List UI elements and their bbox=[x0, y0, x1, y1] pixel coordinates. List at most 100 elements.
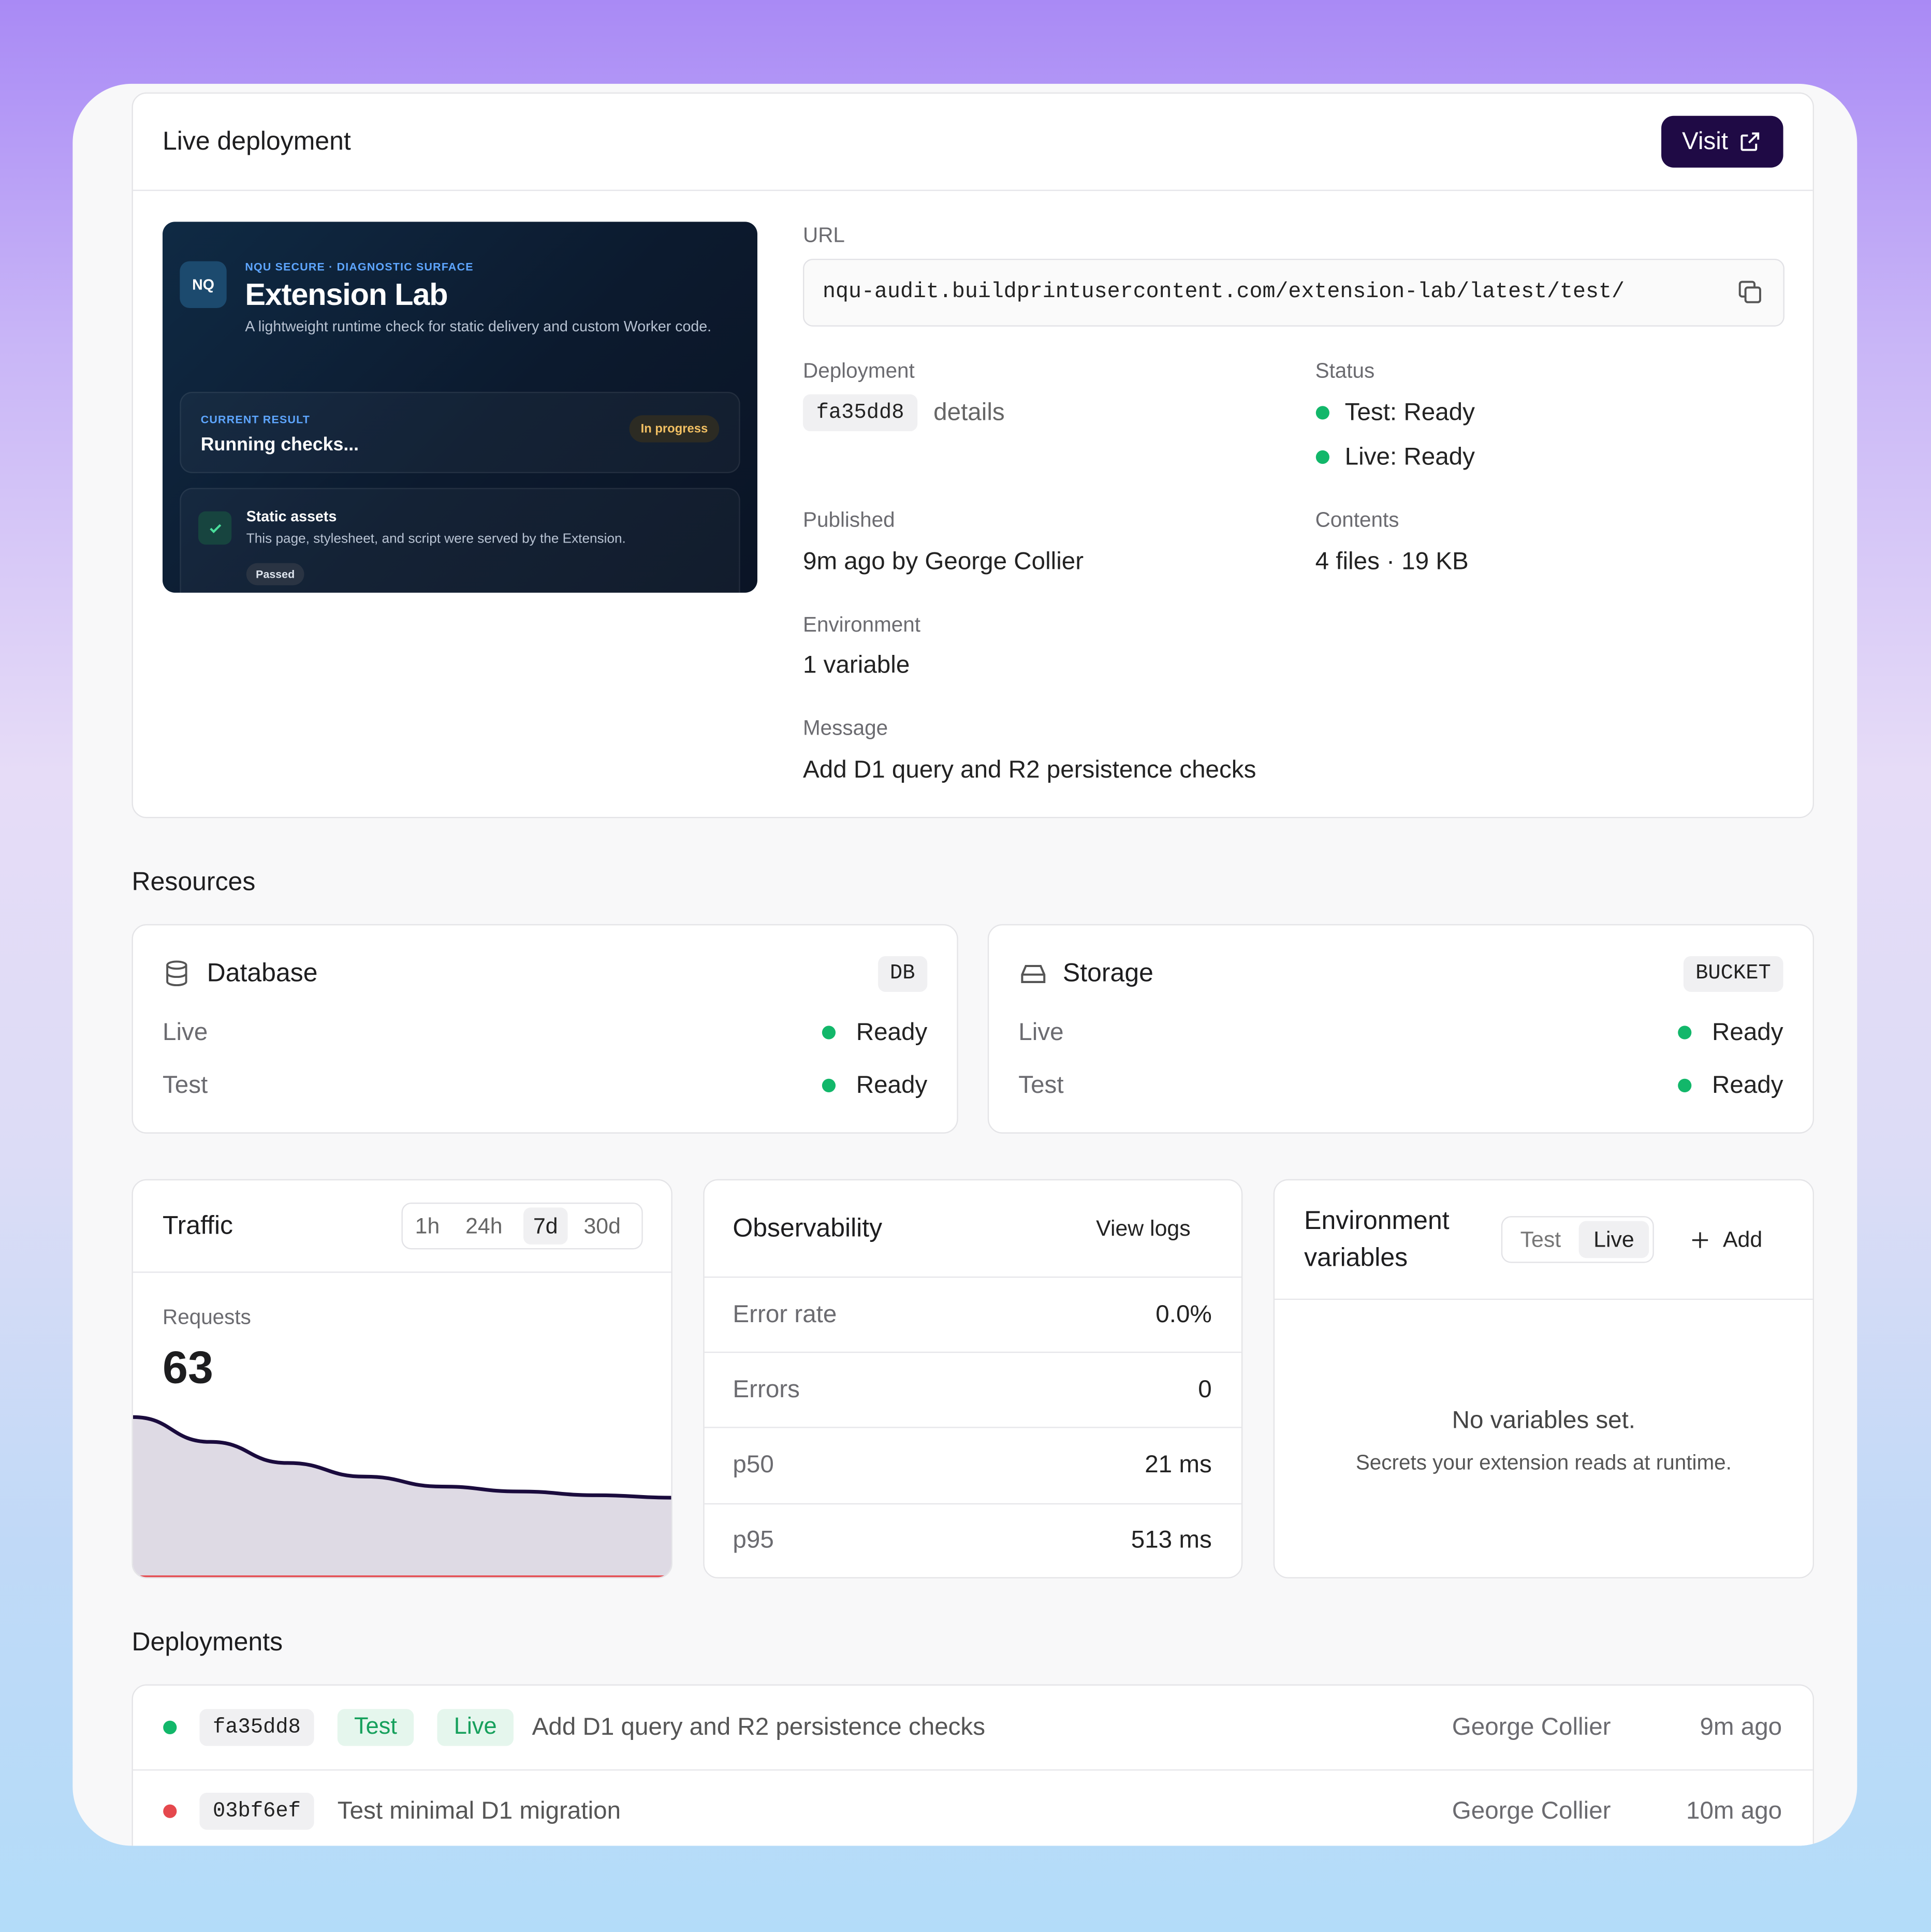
logo: NQ bbox=[180, 261, 227, 309]
status-dot bbox=[1678, 1078, 1692, 1092]
preview-title: Extension Lab bbox=[245, 277, 448, 313]
divider bbox=[704, 1276, 1241, 1278]
check-title: Static assets bbox=[246, 507, 337, 525]
field-label: Message bbox=[802, 716, 888, 740]
result-badge: In progress bbox=[629, 415, 720, 443]
card-title: Environment bbox=[1304, 1207, 1450, 1236]
status-text: Ready bbox=[1712, 1019, 1783, 1046]
card-title: variables bbox=[1304, 1243, 1408, 1272]
range-option[interactable]: 1h bbox=[415, 1213, 440, 1238]
panel: Live deployment Visit NQ NQU SECURE · DI… bbox=[72, 83, 1857, 1846]
field-label: Environment bbox=[802, 613, 921, 637]
preview-thumbnail[interactable]: NQ NQU SECURE · DIAGNOSTIC SURFACE Exten… bbox=[163, 222, 757, 593]
status-dot bbox=[163, 1720, 177, 1734]
resource-name: Storage bbox=[1062, 959, 1153, 988]
view-logs-button[interactable]: View logs bbox=[1096, 1216, 1191, 1241]
divider bbox=[704, 1352, 1241, 1353]
storage-icon bbox=[1021, 964, 1046, 983]
url-field[interactable] bbox=[802, 258, 1784, 327]
url: nqu-audit.buildprintusercontent.com/exte… bbox=[823, 280, 1625, 305]
range-option[interactable]: 30d bbox=[583, 1213, 621, 1238]
field-label: Deployment bbox=[802, 359, 915, 383]
details-link[interactable]: details bbox=[933, 399, 1005, 427]
result-label: CURRENT RESULT bbox=[200, 413, 311, 426]
empty-title: No variables set. bbox=[1452, 1407, 1636, 1435]
env-tag: Live bbox=[437, 1709, 514, 1746]
status-dot bbox=[1315, 406, 1329, 420]
section-title: Resources bbox=[131, 868, 256, 897]
traffic-card bbox=[131, 1179, 672, 1578]
commit-chip: fa35dd8 bbox=[802, 394, 918, 432]
resource-card bbox=[987, 924, 1815, 1134]
env-card bbox=[1273, 1179, 1815, 1578]
divider bbox=[133, 1271, 671, 1273]
panel-content: Live deployment Visit NQ NQU SECURE · DI… bbox=[72, 84, 1857, 1846]
env-label: Test bbox=[163, 1072, 208, 1100]
field-label: URL bbox=[802, 223, 845, 247]
card-title: Live deployment bbox=[163, 127, 351, 156]
field-value: 9m ago by George Collier bbox=[802, 548, 1084, 576]
status-text: Ready bbox=[856, 1019, 928, 1046]
field-value: 1 variable bbox=[802, 652, 910, 679]
section-title: Deployments bbox=[131, 1628, 283, 1657]
status-text: Ready bbox=[1712, 1072, 1783, 1100]
result-box: CURRENT RESULT Running checks... In prog… bbox=[180, 391, 740, 473]
divider bbox=[704, 1502, 1241, 1504]
divider bbox=[1275, 1298, 1813, 1300]
range-toggle bbox=[401, 1202, 643, 1250]
visit-button[interactable]: Visit bbox=[1661, 115, 1783, 168]
requests-line bbox=[133, 1415, 671, 1500]
divider bbox=[133, 1769, 1813, 1771]
status-dot bbox=[822, 1078, 836, 1092]
commit-chip: fa35dd8 bbox=[199, 1709, 314, 1746]
toggle-option[interactable]: Test bbox=[1520, 1226, 1561, 1251]
resource-card bbox=[131, 924, 958, 1134]
status-dot bbox=[163, 1804, 177, 1818]
status-text: Live: Ready bbox=[1344, 443, 1475, 471]
metric-name: Error rate bbox=[733, 1300, 837, 1328]
button-label: Add bbox=[1722, 1226, 1763, 1251]
status-text: Ready bbox=[856, 1072, 928, 1100]
commit-message[interactable]: Test minimal D1 migration bbox=[337, 1797, 621, 1825]
commit-message[interactable]: Add D1 query and R2 persistence checks bbox=[532, 1714, 986, 1741]
metric-name: p95 bbox=[733, 1527, 774, 1554]
metric-value: 513 ms bbox=[1131, 1527, 1212, 1554]
commit-chip: 03bf6ef bbox=[199, 1793, 314, 1830]
card-title: Observability bbox=[733, 1214, 883, 1243]
field-label: Contents bbox=[1315, 508, 1399, 532]
range-option[interactable]: 7d bbox=[523, 1207, 568, 1245]
field-value: Add D1 query and R2 persistence checks bbox=[802, 756, 1256, 784]
env-label: Live bbox=[1018, 1019, 1064, 1046]
field-label: Status bbox=[1315, 359, 1375, 383]
metric-name: p50 bbox=[733, 1451, 774, 1479]
plus-icon bbox=[1692, 1232, 1708, 1248]
copy-button[interactable] bbox=[1736, 279, 1763, 305]
result-text: Running checks... bbox=[200, 434, 359, 456]
add-button[interactable]: Add bbox=[1690, 1225, 1762, 1254]
check-badge: Passed bbox=[246, 563, 304, 586]
metric-value: 0.0% bbox=[1155, 1300, 1212, 1328]
metric-value: 0 bbox=[1198, 1376, 1212, 1403]
field-value: 4 files · 19 KB bbox=[1315, 548, 1469, 576]
env-label: Live bbox=[163, 1019, 208, 1046]
requests-area bbox=[133, 1417, 671, 1577]
time: 10m ago bbox=[1686, 1797, 1782, 1825]
author: George Collier bbox=[1452, 1797, 1611, 1825]
toggle-option[interactable]: Live bbox=[1578, 1221, 1649, 1258]
external-icon bbox=[1740, 132, 1760, 151]
check-icon bbox=[198, 511, 232, 545]
database-icon bbox=[166, 960, 187, 987]
metric-value: 21 ms bbox=[1145, 1451, 1212, 1479]
status-text: Test: Ready bbox=[1344, 399, 1475, 427]
env-label: Test bbox=[1018, 1072, 1064, 1100]
metric-name: Errors bbox=[733, 1376, 800, 1403]
eyebrow: NQU SECURE · DIAGNOSTIC SURFACE bbox=[245, 260, 474, 273]
preview-description: A lightweight runtime check for static d… bbox=[245, 318, 712, 335]
range-option[interactable]: 24h bbox=[465, 1213, 503, 1238]
env-tag: Test bbox=[337, 1709, 414, 1746]
field-label: Published bbox=[802, 508, 895, 532]
observability-card bbox=[703, 1179, 1243, 1578]
button-label: Visit bbox=[1681, 127, 1728, 155]
resource-badge: BUCKET bbox=[1683, 956, 1783, 992]
requests-chart bbox=[133, 1415, 671, 1577]
